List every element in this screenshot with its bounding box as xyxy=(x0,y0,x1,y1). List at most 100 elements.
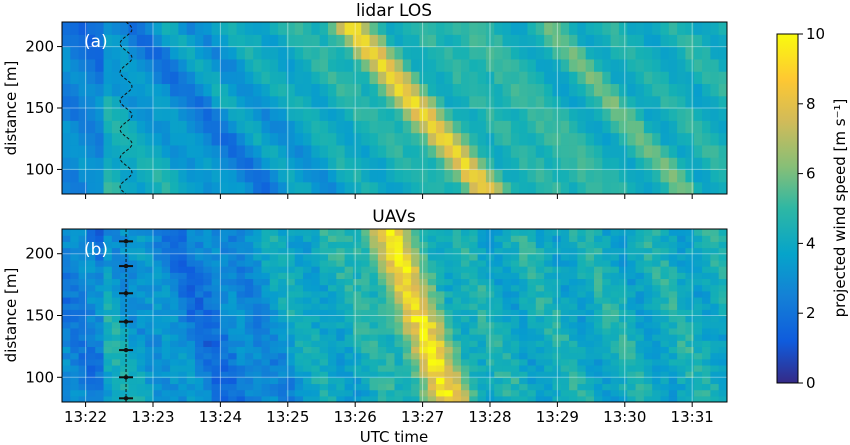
heatmap-cell xyxy=(411,22,421,35)
heatmap-cell xyxy=(170,334,179,341)
heatmap-cell xyxy=(402,358,412,366)
heatmap-cell xyxy=(170,58,179,72)
heatmap-cell xyxy=(594,334,603,341)
heatmap-cell xyxy=(319,389,329,397)
heatmap-cell xyxy=(502,253,512,261)
heatmap-cell xyxy=(145,346,155,354)
heatmap-cell xyxy=(419,284,429,292)
heatmap-cell xyxy=(361,284,371,292)
heatmap-cell xyxy=(319,327,329,335)
heatmap-cell xyxy=(111,95,121,109)
heatmap-cell xyxy=(86,71,96,85)
heatmap-cell xyxy=(469,132,479,146)
heatmap-cell xyxy=(710,371,720,378)
heatmap-cell xyxy=(136,259,146,267)
heatmap-cell xyxy=(685,253,695,261)
heatmap-cell xyxy=(228,309,238,317)
heatmap-cell xyxy=(519,132,529,146)
heatmap-cell xyxy=(377,340,387,347)
heatmap-cell xyxy=(394,284,404,292)
heatmap-cell xyxy=(278,334,288,341)
heatmap-cell xyxy=(103,259,113,267)
heatmap-cell xyxy=(369,364,379,372)
heatmap-cell xyxy=(161,309,171,317)
heatmap-cell xyxy=(70,266,80,273)
heatmap-cell xyxy=(377,46,387,60)
heatmap-cell xyxy=(78,169,88,183)
heatmap-cell xyxy=(643,132,653,146)
heatmap-cell xyxy=(286,157,296,171)
heatmap-cell xyxy=(685,377,695,385)
heatmap-cell xyxy=(527,296,537,304)
heatmap-cell xyxy=(278,290,288,298)
heatmap-cell xyxy=(419,315,429,323)
heatmap-cell xyxy=(311,315,321,323)
heatmap-cell xyxy=(660,58,670,72)
heatmap-cell xyxy=(452,266,462,273)
heatmap-cell xyxy=(519,278,529,286)
heatmap-cell xyxy=(535,22,545,35)
heatmap-cell xyxy=(427,229,437,236)
heatmap-cell xyxy=(652,108,662,121)
heatmap-cell xyxy=(253,278,263,286)
heatmap-cell xyxy=(95,229,105,236)
heatmap-cell xyxy=(552,253,562,261)
heatmap-cell xyxy=(660,334,670,341)
heatmap-cell xyxy=(610,296,620,304)
heatmap-cell xyxy=(377,157,387,171)
heatmap-cell xyxy=(278,120,288,134)
heatmap-cell xyxy=(643,364,653,372)
heatmap-cell xyxy=(594,253,603,261)
heatmap-cell xyxy=(203,278,213,286)
heatmap-cell xyxy=(319,340,329,347)
heatmap-cell xyxy=(244,120,254,134)
heatmap-cell xyxy=(111,266,121,273)
heatmap-cell xyxy=(594,95,603,109)
heatmap-cell xyxy=(444,327,454,335)
heatmap-cell xyxy=(86,303,96,310)
heatmap-cell xyxy=(70,235,80,242)
heatmap-cell xyxy=(170,284,179,292)
heatmap-cell xyxy=(211,321,221,329)
heatmap-cell xyxy=(552,364,562,372)
heatmap-cell xyxy=(145,371,155,378)
heatmap-cell xyxy=(120,364,130,372)
heatmap-cell xyxy=(228,108,238,121)
heatmap-cell xyxy=(103,108,113,121)
heatmap-cell xyxy=(344,169,354,183)
heatmap-cell xyxy=(652,309,662,317)
heatmap-cell xyxy=(402,169,412,183)
heatmap-cell xyxy=(319,169,329,183)
heatmap-cell xyxy=(78,46,88,60)
heatmap-cell xyxy=(552,389,562,397)
heatmap-cell xyxy=(552,346,562,354)
heatmap-cell xyxy=(303,95,312,109)
heatmap-cell xyxy=(219,303,229,310)
heatmap-cell xyxy=(195,278,204,286)
heatmap-cell xyxy=(519,321,529,329)
heatmap-cell xyxy=(602,321,612,329)
heatmap-cell xyxy=(111,352,121,360)
heatmap-cell xyxy=(236,334,246,341)
heatmap-cell xyxy=(594,266,603,273)
heatmap-cell xyxy=(136,71,146,85)
heatmap-cell xyxy=(618,120,628,134)
heatmap-cell xyxy=(477,58,487,72)
heatmap-cell xyxy=(303,22,312,35)
heatmap-cell xyxy=(170,272,179,280)
heatmap-cell xyxy=(228,34,238,48)
heatmap-cell xyxy=(544,340,554,347)
heatmap-cell xyxy=(269,169,279,183)
heatmap-cell xyxy=(228,157,238,171)
heatmap-cell xyxy=(369,229,379,236)
heatmap-cell xyxy=(95,266,105,273)
heatmap-cell xyxy=(228,235,238,242)
heatmap-cell xyxy=(685,83,695,97)
heatmap-cell xyxy=(618,253,628,261)
heatmap-cell xyxy=(585,71,595,85)
heatmap-cell xyxy=(610,34,620,48)
heatmap-cell xyxy=(178,253,188,261)
heatmap-cell xyxy=(303,340,312,347)
heatmap-cell xyxy=(485,253,495,261)
